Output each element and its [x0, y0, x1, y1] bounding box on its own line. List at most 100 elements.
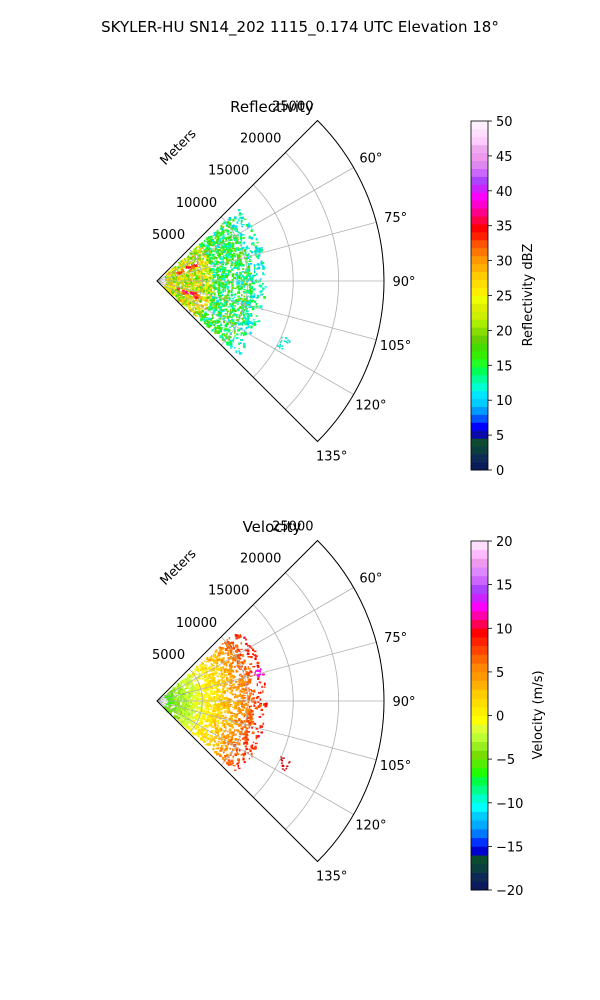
reflectivity-echo-pixel [200, 245, 202, 248]
velocity-echo-pixel [211, 655, 213, 657]
reflectivity-echo-pixel [251, 322, 254, 325]
reflectivity-echo-pixel [203, 315, 207, 319]
velocity-echo-pixel [224, 710, 227, 714]
velocity-echo-pixel [253, 747, 257, 750]
velocity-echo-pixel [232, 670, 234, 672]
azimuth-spoke [156, 167, 354, 282]
velocity-echo-pixel [232, 644, 235, 647]
reflectivity-echo-pixel [259, 278, 262, 280]
velocity-echo-pixel [211, 676, 214, 680]
reflectivity-echo-pixel [244, 333, 247, 336]
sector-outline [156, 539, 385, 863]
reflectivity-echo-pixel [230, 304, 233, 308]
reflectivity-echo-pixel [244, 271, 246, 274]
velocity-echo-pixel [200, 687, 202, 690]
reflectivity-echo-pixel [240, 280, 243, 283]
azimuth-spoke [156, 587, 354, 702]
reflectivity-echo-pixel [233, 305, 237, 307]
velocity-echo-pixel [218, 738, 222, 740]
reflectivity-echo-pixel [226, 229, 230, 233]
velocity-echo-pixel [177, 713, 179, 716]
reflectivity-echo-pixel [220, 309, 224, 311]
reflectivity-echo-pixel [203, 250, 206, 254]
reflectivity-echo-pixel [247, 224, 250, 228]
velocity-echo-pixel [210, 715, 213, 718]
reflectivity-echo-pixel [206, 314, 209, 316]
colorbar-tick-label: 35 [496, 220, 513, 235]
reflectivity-echo-pixel [209, 323, 213, 327]
reflectivity-echo-pixel [206, 267, 209, 271]
velocity-echo-pixel [177, 685, 180, 688]
velocity-echo-pixel [220, 666, 223, 670]
colorbar-swatch [471, 602, 488, 612]
velocity-echo-pixel [204, 688, 208, 690]
reflectivity-echo-pixel [219, 232, 222, 234]
velocity-echo-pixel [203, 740, 206, 743]
reflectivity-echo-pixel [256, 241, 259, 244]
velocity-echo-pixel [237, 634, 239, 637]
velocity-echo-pixel [206, 677, 210, 680]
velocity-echo-pixel [221, 722, 224, 725]
velocity-echo-pixel [255, 696, 259, 700]
reflectivity-echo-pixel [244, 257, 247, 260]
reflectivity-echo-pixel [229, 311, 233, 313]
reflectivity-echo-pixel [195, 266, 198, 269]
reflectivity-echo-pixel [179, 287, 182, 289]
velocity-echo-pixel [247, 731, 250, 733]
angle-tick-label: 135° [316, 450, 347, 465]
velocity-echo-pixel [225, 683, 227, 686]
reflectivity-echo-pixel [229, 313, 231, 316]
reflectivity-echo-pixel [239, 258, 242, 262]
velocity-echo-pixel [216, 712, 219, 715]
velocity-echo-pixel [235, 695, 237, 698]
reflectivity-echo-pixel [229, 247, 231, 251]
velocity-echo-pixel [186, 715, 189, 719]
reflectivity-echo-pixel [236, 253, 238, 255]
reflectivity-echo-pixel [248, 302, 251, 305]
reflectivity-echo-pixel [279, 345, 281, 347]
reflectivity-echo-pixel [213, 324, 216, 326]
colorbar-tick-label: 20 [496, 324, 513, 339]
velocity-echo-pixel [205, 711, 209, 715]
reflectivity-echo-pixel [208, 326, 211, 329]
velocity-echo-pixel [183, 689, 186, 693]
reflectivity-echo-pixel [245, 299, 247, 302]
reflectivity-echo-pixel [247, 320, 250, 323]
velocity-echo-pixel [227, 738, 230, 742]
velocity-echo-pixel [207, 694, 210, 697]
velocity-echo-pixel [236, 647, 239, 649]
reflectivity-echo-pixel [226, 300, 228, 303]
reflectivity-echo-pixel [223, 277, 226, 281]
reflectivity-echo-pixel [221, 333, 223, 336]
reflectivity-echo-pixel [191, 272, 194, 275]
reflectivity-echo-pixel [215, 279, 218, 282]
colorbar-swatch [471, 351, 488, 360]
colorbar-swatch [471, 794, 488, 804]
velocity-echo-pixel [227, 649, 231, 651]
colorbar-swatch [471, 584, 488, 594]
reflectivity-echo-pixel [249, 290, 252, 292]
velocity-echo-pixel [215, 704, 219, 707]
velocity-echo-pixel [224, 755, 227, 757]
velocity-echo-pixel [196, 717, 198, 719]
reflectivity-echo-pixel [221, 251, 225, 254]
colorbar-swatch [471, 208, 488, 217]
velocity-echo-pixel [205, 692, 207, 695]
velocity-echo-pixel [216, 675, 219, 677]
velocity-echo-pixel [235, 635, 238, 638]
velocity-echo-pixel [188, 726, 191, 730]
velocity-echo-pixel [244, 731, 248, 734]
reflectivity-echo-pixel [221, 278, 224, 280]
reflectivity-echo-pixel [205, 286, 208, 289]
velocity-echo-pixel [179, 716, 183, 718]
reflectivity-echo-pixel [225, 328, 229, 331]
reflectivity-echo-pixel [230, 308, 232, 311]
reflectivity-echo-pixel [250, 278, 252, 281]
velocity-echo-pixel [189, 693, 193, 697]
reflectivity-echo-pixel [236, 321, 239, 324]
velocity-echo-pixel [201, 675, 203, 678]
reflectivity-echo-pixel [236, 254, 240, 257]
reflectivity-echo-pixel [223, 334, 226, 337]
reflectivity-echo-pixel [233, 228, 236, 231]
reflectivity-echo-pixel [249, 272, 252, 275]
